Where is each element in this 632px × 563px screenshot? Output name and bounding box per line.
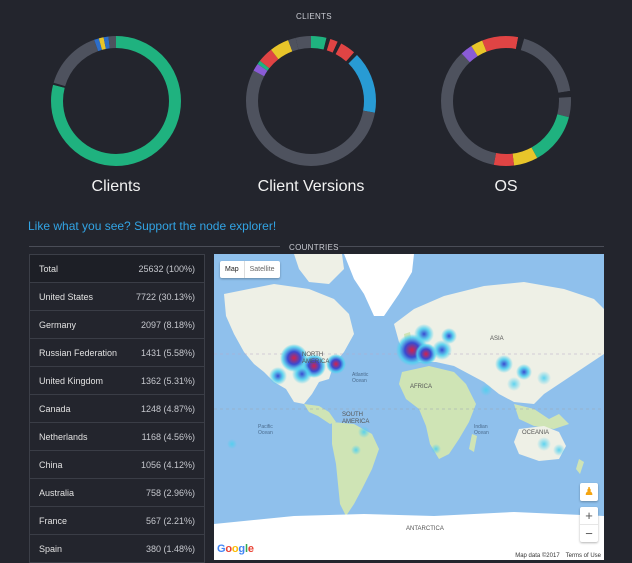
table-row: Spain 380 (1.48%) [30, 535, 204, 562]
table-row: United States 7722 (30.13%) [30, 283, 204, 311]
donut-segment[interactable] [441, 36, 571, 166]
greenland-shape [344, 254, 414, 316]
label-africa: AFRICA [410, 384, 433, 390]
zoom-out-button[interactable]: − [585, 526, 593, 541]
table-row-total: Total 25632 (100%) [30, 255, 204, 283]
country-value: 1168 (4.56%) [141, 431, 195, 442]
table-row: China 1056 (4.12%) [30, 451, 204, 479]
donut-segment[interactable] [246, 36, 376, 166]
map-type-map-button[interactable]: Map [225, 266, 239, 273]
table-row: United Kingdom 1362 (5.31%) [30, 367, 204, 395]
country-name: France [39, 515, 68, 526]
label-pacific: Pacific Ocean [258, 424, 273, 436]
country-name: Spain [39, 543, 63, 554]
countries-table: Total 25632 (100%) United States 7722 (30.… [29, 254, 205, 563]
map-attribution: Map data ©2017 Terms of Use [512, 552, 604, 560]
table-row: Russian Federation 1431 (5.58%) [30, 339, 204, 367]
clients-donut-label: Clients [91, 178, 141, 195]
world-map-graphic [214, 254, 604, 560]
country-value: 1056 (4.12%) [140, 459, 195, 470]
os-donut: OS [436, 32, 576, 196]
clients-donut-chart[interactable] [47, 32, 185, 170]
client-versions-donut: Client Versions [241, 32, 381, 196]
country-value: 1431 (5.58%) [140, 347, 195, 358]
arctic-islands-shape [294, 254, 344, 284]
donut-segment[interactable] [441, 36, 571, 166]
label-antarctica: ANTARCTICA [406, 526, 444, 532]
madagascar-shape [469, 434, 477, 452]
support-link[interactable]: Like what you see? Support the node expl… [28, 219, 277, 233]
zoom-control: + − [580, 507, 598, 542]
country-name: United Kingdom [39, 375, 104, 386]
north-america-shape [224, 284, 354, 404]
label-oceania: OCEANIA [522, 430, 550, 436]
map-type-control: Map Satellite [220, 261, 280, 278]
map-type-satellite-button[interactable]: Satellite [243, 261, 280, 278]
country-name: Australia [39, 487, 75, 498]
countries-divider-left [29, 246, 280, 247]
country-value: 2097 (8.18%) [140, 319, 195, 330]
country-value: 758 (2.96%) [145, 487, 195, 498]
country-value: 1362 (5.31%) [140, 375, 195, 386]
countries-divider-right [339, 246, 604, 247]
country-value: 567 (2.21%) [145, 515, 195, 526]
country-name: Total [39, 263, 59, 274]
client-versions-donut-label: Client Versions [257, 178, 365, 195]
google-logo: Google [217, 543, 254, 555]
map-data-attribution: Map data ©2017 [515, 553, 560, 559]
label-south-america: SOUTH AMERICA [342, 412, 370, 425]
clients-donut: Clients [46, 32, 186, 196]
label-indian: Indian Ocean [474, 424, 489, 436]
os-donut-chart[interactable] [437, 32, 575, 170]
donut-segment[interactable] [246, 36, 376, 166]
donut-segment[interactable] [441, 36, 571, 166]
label-atlantic: Atlantic Ocean [352, 372, 369, 384]
label-asia: ASIA [490, 336, 504, 342]
country-value: 25632 (100%) [138, 263, 195, 274]
central-america-shape [304, 404, 336, 424]
table-row: Canada 1248 (4.87%) [30, 395, 204, 423]
terms-of-use-link[interactable]: Terms of Use [565, 553, 601, 559]
table-row: Australia 758 (2.96%) [30, 479, 204, 507]
eurasia-shape [394, 282, 604, 404]
country-name: United States [39, 291, 94, 302]
country-value: 7722 (30.13%) [135, 291, 195, 302]
south-america-shape [332, 422, 379, 516]
donut-segment[interactable] [441, 36, 571, 166]
table-row: France 567 (2.21%) [30, 507, 204, 535]
label-north-america: NORTH AMERICA [302, 352, 330, 365]
zoom-in-button[interactable]: + [580, 507, 598, 525]
street-view-pegman-icon[interactable]: ♟ [580, 483, 598, 501]
donut-segment[interactable] [51, 36, 181, 166]
country-name: Germany [39, 319, 77, 330]
antarctica-shape [214, 512, 604, 560]
country-name: Netherlands [39, 431, 88, 442]
client-versions-donut-chart[interactable] [242, 32, 380, 170]
donut-segment[interactable] [246, 36, 376, 166]
clients-section-title: CLIENTS [296, 12, 332, 21]
country-name: Russian Federation [39, 347, 118, 358]
country-name: Canada [39, 403, 71, 414]
os-donut-label: OS [494, 178, 518, 195]
country-name: China [39, 459, 63, 470]
new-zealand-shape [576, 459, 584, 474]
countries-section-title: COUNTRIES [289, 243, 339, 252]
country-value: 1248 (4.87%) [140, 403, 195, 414]
table-row: Netherlands 1168 (4.56%) [30, 423, 204, 451]
countries-heatmap-map[interactable]: NORTH AMERICA Atlantic Ocean AFRICA ASIA… [214, 254, 604, 560]
table-row: Germany 2097 (8.18%) [30, 311, 204, 339]
southeast-asia-shape [514, 404, 569, 429]
country-value: 380 (1.48%) [145, 543, 195, 554]
africa-shape [399, 366, 476, 459]
